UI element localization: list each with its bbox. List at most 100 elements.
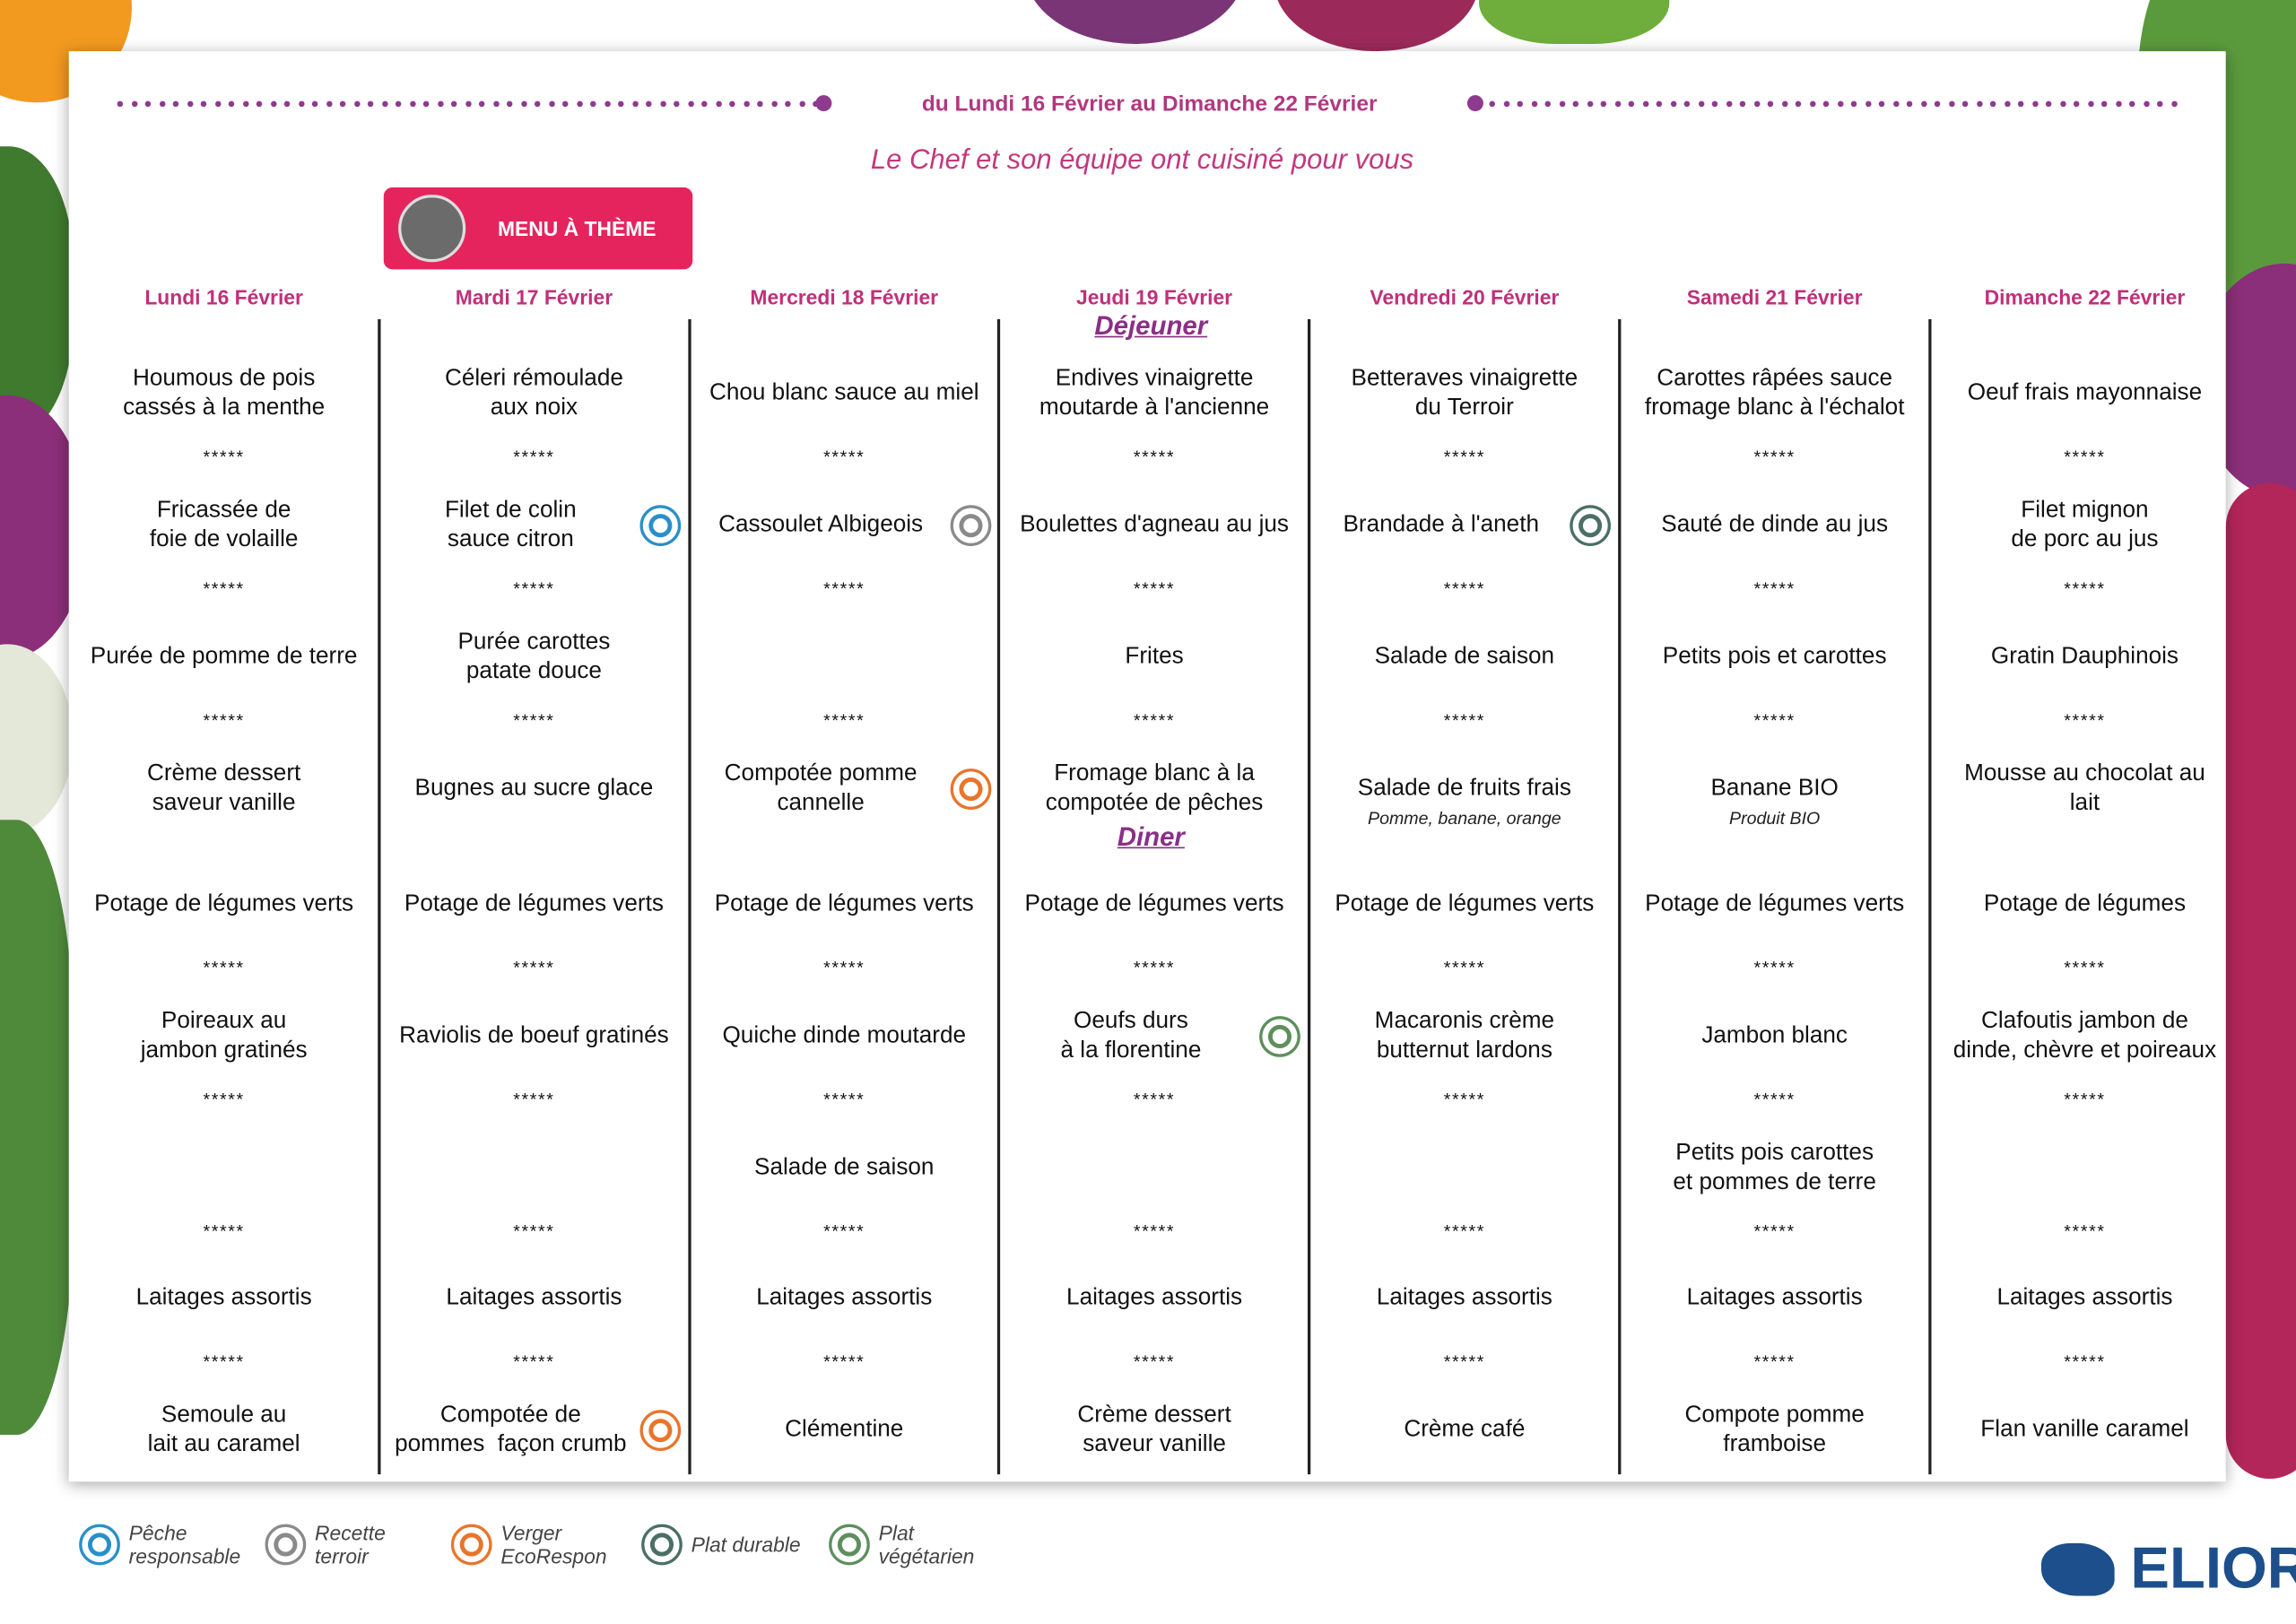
- dish: Clémentine: [785, 1417, 904, 1443]
- column-divider: [1618, 318, 1622, 1475]
- header-dot: [1934, 100, 1941, 108]
- column-divider: [1308, 318, 1311, 1475]
- date-range: du Lundi 16 Février au Dimanche 22 Févri…: [921, 91, 1378, 117]
- separator: *****: [2064, 1220, 2106, 1242]
- dish: Laitages assortis: [756, 1285, 933, 1311]
- dish: Laitages assortis: [446, 1285, 622, 1311]
- dish: Clafoutis jambon de dinde, chèvre et poi…: [1952, 1008, 2217, 1064]
- separator: *****: [1753, 1220, 1796, 1242]
- header-dot: [311, 100, 318, 108]
- dish: Houmous de pois cassés à la menthe: [123, 366, 326, 421]
- dish: Mousse au chocolat au lait: [1964, 761, 2205, 816]
- header-dot: [687, 100, 694, 108]
- dish: Laitages assortis: [1066, 1285, 1243, 1311]
- header-dot: [659, 100, 666, 108]
- header-dot: [450, 100, 457, 108]
- header-dot: [492, 100, 499, 108]
- header-dot: [548, 100, 554, 108]
- dish: Oeufs durs à la florentine: [1060, 1008, 1202, 1064]
- decor-beet: [2225, 482, 2296, 1480]
- decor-leaf: [1479, 0, 1670, 44]
- dish: Crème café: [1404, 1417, 1526, 1443]
- header-dot: [1587, 100, 1593, 108]
- header-dot: [534, 100, 541, 108]
- legend-label: Verger EcoRespon: [500, 1521, 607, 1568]
- badge-icon: [398, 195, 466, 263]
- header-dot: [520, 100, 526, 108]
- dish: Semoule au lait au caramel: [147, 1403, 300, 1457]
- header-dot: [1698, 100, 1704, 108]
- decor-turnip: [1024, 0, 1245, 44]
- day-label: Samedi 21 Février: [1686, 285, 1863, 309]
- dish: Crème dessert saveur vanille: [146, 761, 301, 816]
- decor-leaf: [0, 146, 74, 439]
- separator: *****: [1753, 1089, 1796, 1110]
- dish: Potage de légumes: [1983, 891, 2187, 917]
- header-dot: [757, 100, 763, 108]
- header-dot: [159, 100, 165, 108]
- dish: Sauté de dinde au jus: [1661, 512, 1889, 538]
- header-dot: [1837, 100, 1843, 108]
- header-dot: [1642, 100, 1648, 108]
- meal-label: Diner: [1117, 821, 1185, 852]
- separator: *****: [1443, 578, 1486, 599]
- separator: *****: [513, 709, 555, 731]
- column-divider: [1927, 318, 1932, 1475]
- header-dot: [2004, 100, 2010, 108]
- dish: Laitages assortis: [135, 1285, 312, 1311]
- diet-icon: [949, 505, 991, 546]
- separator: *****: [2064, 446, 2106, 467]
- header-dot: [1795, 100, 1802, 108]
- separator: *****: [1133, 446, 1176, 467]
- dish: Bugnes au sucre glace: [414, 776, 654, 802]
- diet-icon: [79, 1524, 120, 1566]
- dish: Potage de légumes verts: [404, 891, 664, 917]
- header-dot: [1809, 100, 1815, 108]
- separator: *****: [203, 709, 245, 731]
- dish: Filet de colin sauce citron: [444, 498, 577, 552]
- dish: Endives vinaigrette moutarde à l'ancienn…: [1039, 366, 1270, 421]
- header-dot: [422, 100, 430, 108]
- header-dot: [604, 100, 611, 108]
- subtitle: Le Chef et son équipe ont cuisiné pour v…: [870, 144, 1414, 176]
- header-dot: [631, 100, 639, 108]
- header-dot: [701, 100, 708, 108]
- diet-icon: [829, 1524, 870, 1566]
- separator: *****: [823, 578, 865, 599]
- header-dot: [395, 100, 402, 108]
- diet-icon: [639, 1410, 681, 1452]
- diet-icon: [1570, 505, 1612, 546]
- header-dot: [770, 100, 778, 108]
- separator: *****: [1443, 1350, 1486, 1372]
- header-dot: [1711, 100, 1718, 108]
- separator: *****: [1753, 446, 1796, 467]
- dish: Compotée pomme cannelle: [724, 761, 918, 816]
- separator: *****: [823, 1089, 865, 1110]
- dish: Potage de légumes verts: [94, 891, 354, 917]
- header-dot: [465, 100, 471, 108]
- dish: Oeuf frais mayonnaise: [1967, 380, 2203, 406]
- header-dot: [1628, 100, 1635, 108]
- separator: *****: [2064, 578, 2106, 599]
- separator: *****: [203, 446, 245, 467]
- dish: Laitages assortis: [1376, 1285, 1552, 1311]
- separator: *****: [1133, 1220, 1176, 1242]
- header-dot: [1781, 100, 1787, 108]
- header-dot: [1767, 100, 1774, 108]
- header-dot: [1892, 100, 1899, 108]
- header-dot: [270, 100, 276, 108]
- header-dot: [815, 95, 832, 112]
- dish: Laitages assortis: [1996, 1285, 2173, 1311]
- header-dot: [646, 100, 652, 108]
- badge-text: MENU À THÈME: [498, 216, 657, 240]
- header-dot: [1865, 100, 1871, 108]
- header-dot: [1530, 100, 1537, 108]
- dish: Compote pomme framboise: [1684, 1403, 1865, 1457]
- header-dot: [1517, 100, 1524, 108]
- separator: *****: [1443, 709, 1486, 731]
- separator: *****: [513, 1089, 555, 1110]
- dish: Salade de fruits frais: [1357, 776, 1571, 802]
- dish: Compotée de pommes façon crumb: [395, 1403, 627, 1457]
- dish: Chou blanc sauce au miel: [709, 380, 979, 406]
- header-dot: [298, 100, 304, 108]
